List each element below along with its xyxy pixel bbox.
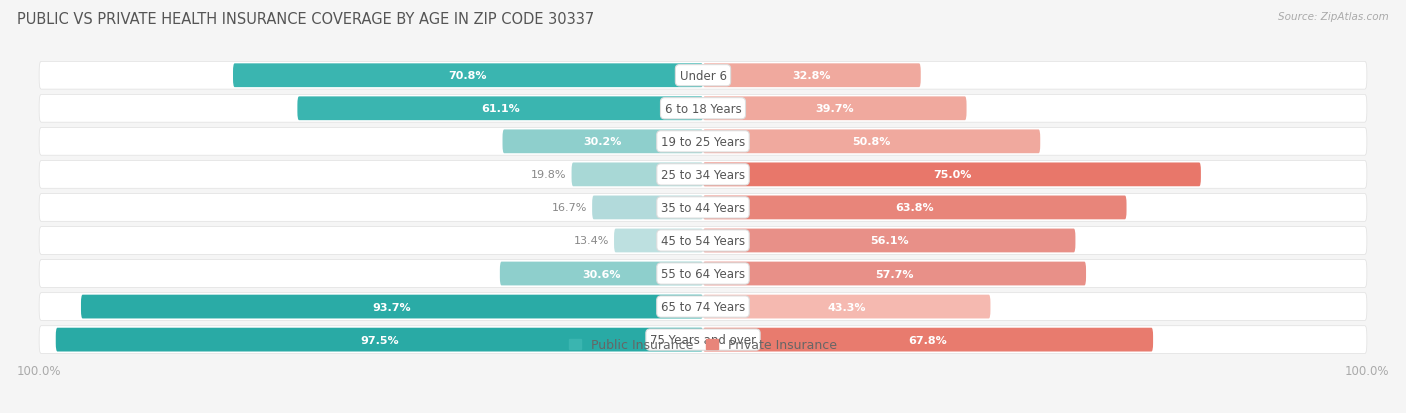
Text: 39.7%: 39.7% [815,104,853,114]
FancyBboxPatch shape [298,97,703,121]
Text: Source: ZipAtlas.com: Source: ZipAtlas.com [1278,12,1389,22]
Text: 25 to 34 Years: 25 to 34 Years [661,169,745,181]
FancyBboxPatch shape [501,262,703,286]
Text: 65 to 74 Years: 65 to 74 Years [661,300,745,313]
Text: 19.8%: 19.8% [530,170,567,180]
FancyBboxPatch shape [592,196,703,220]
FancyBboxPatch shape [39,326,1367,354]
FancyBboxPatch shape [502,130,703,154]
Text: 70.8%: 70.8% [449,71,488,81]
Text: 97.5%: 97.5% [360,335,399,345]
Text: 32.8%: 32.8% [793,71,831,81]
FancyBboxPatch shape [703,97,966,121]
FancyBboxPatch shape [39,95,1367,123]
FancyBboxPatch shape [703,328,1153,351]
FancyBboxPatch shape [233,64,703,88]
FancyBboxPatch shape [39,227,1367,255]
Text: 35 to 44 Years: 35 to 44 Years [661,202,745,214]
FancyBboxPatch shape [703,163,1201,187]
Text: 93.7%: 93.7% [373,302,412,312]
Text: 43.3%: 43.3% [828,302,866,312]
Text: 45 to 54 Years: 45 to 54 Years [661,235,745,247]
Text: 57.7%: 57.7% [876,269,914,279]
Text: 16.7%: 16.7% [551,203,586,213]
FancyBboxPatch shape [39,194,1367,222]
FancyBboxPatch shape [703,130,1040,154]
FancyBboxPatch shape [703,295,990,319]
FancyBboxPatch shape [703,229,1076,253]
Text: PUBLIC VS PRIVATE HEALTH INSURANCE COVERAGE BY AGE IN ZIP CODE 30337: PUBLIC VS PRIVATE HEALTH INSURANCE COVER… [17,12,595,27]
Text: 13.4%: 13.4% [574,236,609,246]
FancyBboxPatch shape [703,262,1085,286]
FancyBboxPatch shape [56,328,703,351]
Text: 56.1%: 56.1% [870,236,908,246]
FancyBboxPatch shape [703,64,921,88]
Text: 63.8%: 63.8% [896,203,934,213]
Text: 30.6%: 30.6% [582,269,620,279]
Text: 75.0%: 75.0% [932,170,972,180]
Text: 50.8%: 50.8% [852,137,891,147]
Text: 67.8%: 67.8% [908,335,948,345]
FancyBboxPatch shape [572,163,703,187]
FancyBboxPatch shape [703,196,1126,220]
Text: Under 6: Under 6 [679,69,727,83]
Text: 6 to 18 Years: 6 to 18 Years [665,102,741,116]
Text: 30.2%: 30.2% [583,137,621,147]
Text: 75 Years and over: 75 Years and over [650,333,756,346]
Text: 55 to 64 Years: 55 to 64 Years [661,267,745,280]
Legend: Public Insurance, Private Insurance: Public Insurance, Private Insurance [564,333,842,356]
Text: 19 to 25 Years: 19 to 25 Years [661,135,745,148]
FancyBboxPatch shape [82,295,703,319]
FancyBboxPatch shape [39,293,1367,320]
Text: 61.1%: 61.1% [481,104,520,114]
FancyBboxPatch shape [39,161,1367,189]
FancyBboxPatch shape [39,62,1367,90]
FancyBboxPatch shape [39,260,1367,288]
FancyBboxPatch shape [614,229,703,253]
FancyBboxPatch shape [39,128,1367,156]
